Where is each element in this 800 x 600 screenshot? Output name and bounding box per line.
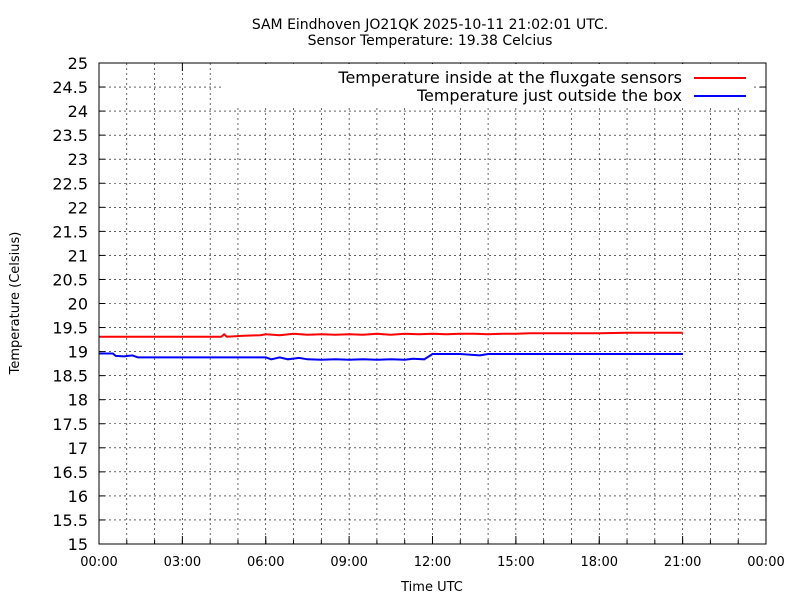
data-series bbox=[99, 331, 683, 361]
x-tick-label: 09:00 bbox=[330, 555, 367, 570]
x-tick-label: 15:00 bbox=[497, 555, 534, 570]
y-tick-label: 20 bbox=[68, 295, 88, 314]
y-tick-label: 15 bbox=[68, 535, 88, 554]
legend: Temperature inside at the fluxgate senso… bbox=[224, 64, 754, 106]
x-axis-label: Time UTC bbox=[400, 580, 463, 595]
y-axis-tick-labels: 25 24.5 24 23.5 23 22.5 22 21.5 21 20.5 20 19.5 19 18… bbox=[52, 54, 88, 554]
series-line-2 bbox=[99, 352, 683, 361]
x-tick-label: 12:00 bbox=[414, 555, 451, 570]
y-tick-label: 23.5 bbox=[52, 126, 88, 145]
legend-label-1: Temperature inside at the fluxgate senso… bbox=[337, 68, 682, 87]
y-tick-label: 25 bbox=[68, 54, 88, 73]
y-tick-label: 19.5 bbox=[52, 319, 88, 338]
y-tick-label: 15.5 bbox=[52, 511, 88, 530]
legend-label-2: Temperature just outside the box bbox=[416, 86, 682, 105]
x-tick-label: 03:00 bbox=[164, 555, 201, 570]
y-tick-label: 18.5 bbox=[52, 367, 88, 386]
y-tick-label: 20.5 bbox=[52, 270, 88, 289]
y-tick-label: 18 bbox=[68, 391, 88, 410]
x-tick-label: 00:00 bbox=[747, 555, 784, 570]
y-tick-label: 16.5 bbox=[52, 463, 88, 482]
x-axis-tick-labels: 00:00 03:00 06:00 09:00 12:00 15:00 18:00 21:00… bbox=[80, 555, 784, 570]
y-tick-label: 22 bbox=[68, 198, 88, 217]
y-tick-label: 21 bbox=[68, 246, 88, 265]
y-tick-label: 21.5 bbox=[52, 222, 88, 241]
y-tick-label: 24 bbox=[68, 102, 88, 121]
y-axis-label: Temperature (Celsius) bbox=[8, 232, 23, 376]
y-tick-label: 19 bbox=[68, 343, 88, 362]
x-tick-label: 21:00 bbox=[664, 555, 701, 570]
x-tick-label: 18:00 bbox=[581, 555, 618, 570]
x-tick-label: 00:00 bbox=[80, 555, 117, 570]
y-tick-label: 16 bbox=[68, 487, 88, 506]
x-tick-label: 06:00 bbox=[247, 555, 284, 570]
y-tick-label: 17 bbox=[68, 439, 88, 458]
axis-ticks bbox=[98, 62, 767, 545]
legend-background bbox=[224, 64, 754, 106]
chart-subtitle: Sensor Temperature: 19.38 Celcius bbox=[308, 33, 553, 49]
chart-title: SAM Eindhoven JO21QK 2025-10-11 21:02:01… bbox=[252, 17, 608, 33]
y-tick-label: 22.5 bbox=[52, 174, 88, 193]
plot-frame bbox=[98, 62, 767, 545]
series-line-1 bbox=[99, 331, 683, 338]
y-tick-label: 23 bbox=[68, 150, 88, 169]
grid bbox=[99, 63, 766, 544]
y-tick-label: 24.5 bbox=[52, 78, 88, 97]
y-tick-label: 17.5 bbox=[52, 415, 88, 434]
